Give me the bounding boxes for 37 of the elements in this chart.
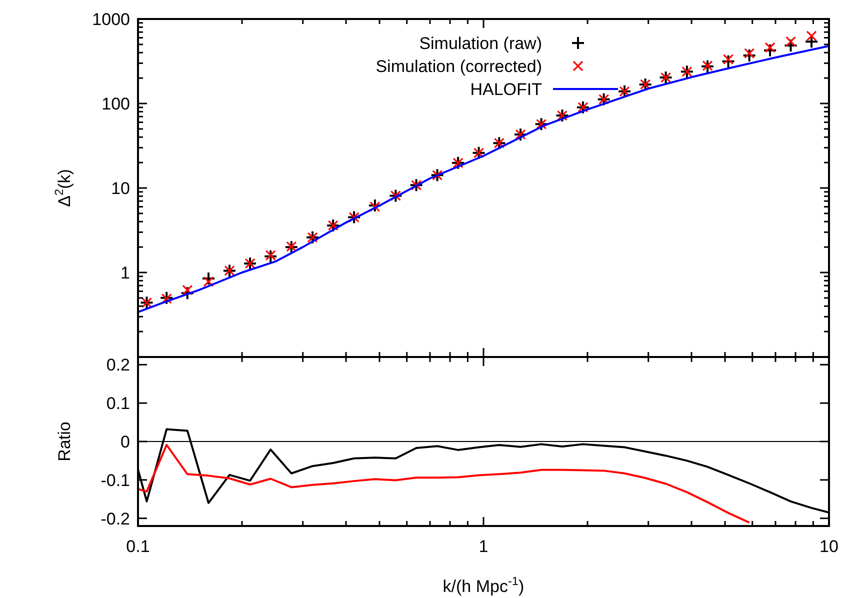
y-tick-label: 100: [102, 94, 130, 114]
y-tick-label: 10: [111, 179, 130, 198]
point: [784, 38, 798, 53]
point: [785, 36, 796, 47]
point: [286, 241, 297, 252]
x-tick-label: 10: [820, 537, 838, 556]
point: [180, 286, 194, 300]
point: [265, 250, 276, 261]
point: [368, 198, 382, 213]
point: [744, 48, 755, 59]
y-tick-label: 1: [120, 264, 130, 282]
point: [203, 276, 214, 287]
point: [763, 43, 778, 58]
legend-label: Simulation (raw): [419, 34, 542, 53]
y-tick-label: 0.1: [106, 394, 130, 414]
point: [370, 201, 380, 212]
point: [806, 30, 817, 42]
y-tick-label: -0.2: [100, 509, 130, 528]
legend-label: HALOFIT: [470, 80, 542, 99]
point: [161, 293, 172, 304]
point: [160, 290, 174, 305]
point: [742, 48, 756, 62]
y-tick-label: 0.2: [106, 356, 130, 375]
legend-label: Simulation (corrected): [376, 57, 542, 76]
point: [264, 249, 278, 264]
point: [721, 54, 736, 68]
y-axis-title: Ratio: [55, 422, 74, 462]
point: [284, 240, 298, 254]
point: [722, 54, 734, 65]
point: [182, 284, 193, 296]
y-tick-label: 1000: [92, 10, 130, 29]
y-tick-label: -0.1: [100, 470, 130, 490]
point: [202, 271, 216, 286]
point: [764, 42, 776, 53]
y-tick-label: 0: [120, 432, 130, 452]
x-tick-label: 1: [478, 537, 488, 556]
x-axis-title: k/(h Mpc$^{-1}$): [442, 574, 524, 596]
